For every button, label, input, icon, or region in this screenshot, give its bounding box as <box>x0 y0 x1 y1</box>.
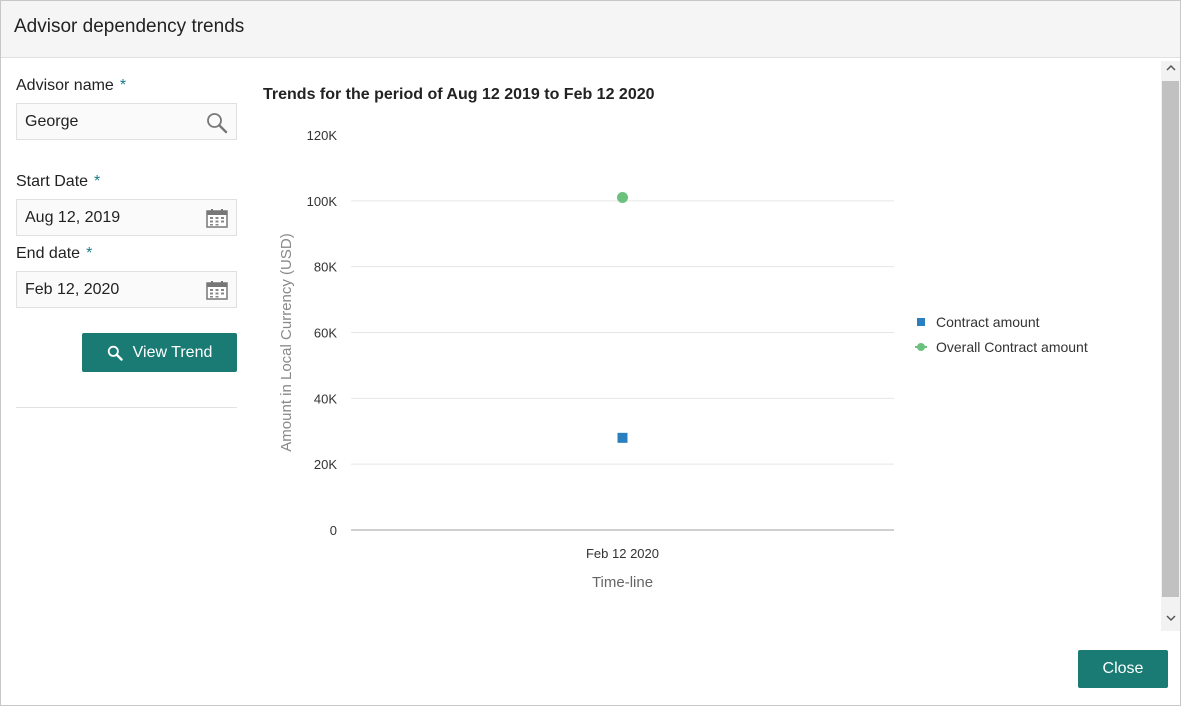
view-trend-label: View Trend <box>132 343 213 361</box>
start-date-field[interactable]: Aug 12, 2019 <box>16 199 237 236</box>
y-tick-label: 0 <box>330 523 337 538</box>
advisor-name-field[interactable]: George <box>16 103 237 140</box>
data-point <box>617 192 628 204</box>
end-date-label: End date * <box>16 245 92 263</box>
dialog-title: Advisor dependency trends <box>14 16 245 37</box>
legend-marker <box>917 343 925 351</box>
y-tick-label: 80K <box>314 260 337 275</box>
data-point <box>617 432 628 443</box>
end-date-label-text: End date <box>16 245 81 262</box>
x-tick-label: Feb 12 2020 <box>586 546 659 561</box>
trend-chart: 0 20K 40K 60K 80K 100K 120K Feb 12 2020 Time-lin… <box>278 128 1088 591</box>
chevron-down-icon[interactable] <box>1161 613 1180 629</box>
x-axis-title: Time-line <box>592 574 653 591</box>
calendar-icon[interactable] <box>206 280 228 305</box>
required-marker: * <box>94 173 101 190</box>
y-tick-label: 20K <box>314 457 337 472</box>
search-icon <box>107 345 123 361</box>
close-button[interactable]: Close <box>1078 650 1168 688</box>
scrollbar-thumb[interactable] <box>1162 81 1179 597</box>
y-tick-label: 60K <box>314 326 337 341</box>
advisor-name-label: Advisor name * <box>16 77 126 95</box>
calendar-icon[interactable] <box>206 208 228 233</box>
start-date-label-text: Start Date <box>16 173 89 190</box>
y-axis-title: Amount in Local Currency (USD) <box>278 233 295 451</box>
view-trend-button[interactable]: View Trend <box>82 333 237 372</box>
start-date-label: Start Date * <box>16 173 100 191</box>
end-date-field[interactable]: Feb 12, 2020 <box>16 271 237 308</box>
legend-label: Overall Contract amount <box>936 339 1088 355</box>
y-tick-label: 40K <box>314 391 337 406</box>
end-date-value[interactable]: Feb 12, 2020 <box>25 281 120 298</box>
advisor-name-label-text: Advisor name <box>16 77 114 94</box>
form-divider <box>16 407 237 408</box>
legend-marker <box>917 318 925 326</box>
chevron-up-icon[interactable] <box>1161 63 1180 79</box>
dialog-header: Advisor dependency trends <box>1 1 1180 58</box>
close-button-label: Close <box>1102 660 1144 677</box>
required-marker: * <box>86 245 93 262</box>
advisor-name-value[interactable]: George <box>25 113 79 130</box>
chart-title: Trends for the period of Aug 12 2019 to … <box>263 86 655 103</box>
required-marker: * <box>119 77 127 94</box>
search-icon[interactable] <box>206 112 228 139</box>
y-tick-label: 120K <box>307 128 338 143</box>
y-tick-label: 100K <box>307 194 338 209</box>
start-date-value[interactable]: Aug 12, 2019 <box>25 209 121 226</box>
legend-label: Contract amount <box>936 314 1040 330</box>
